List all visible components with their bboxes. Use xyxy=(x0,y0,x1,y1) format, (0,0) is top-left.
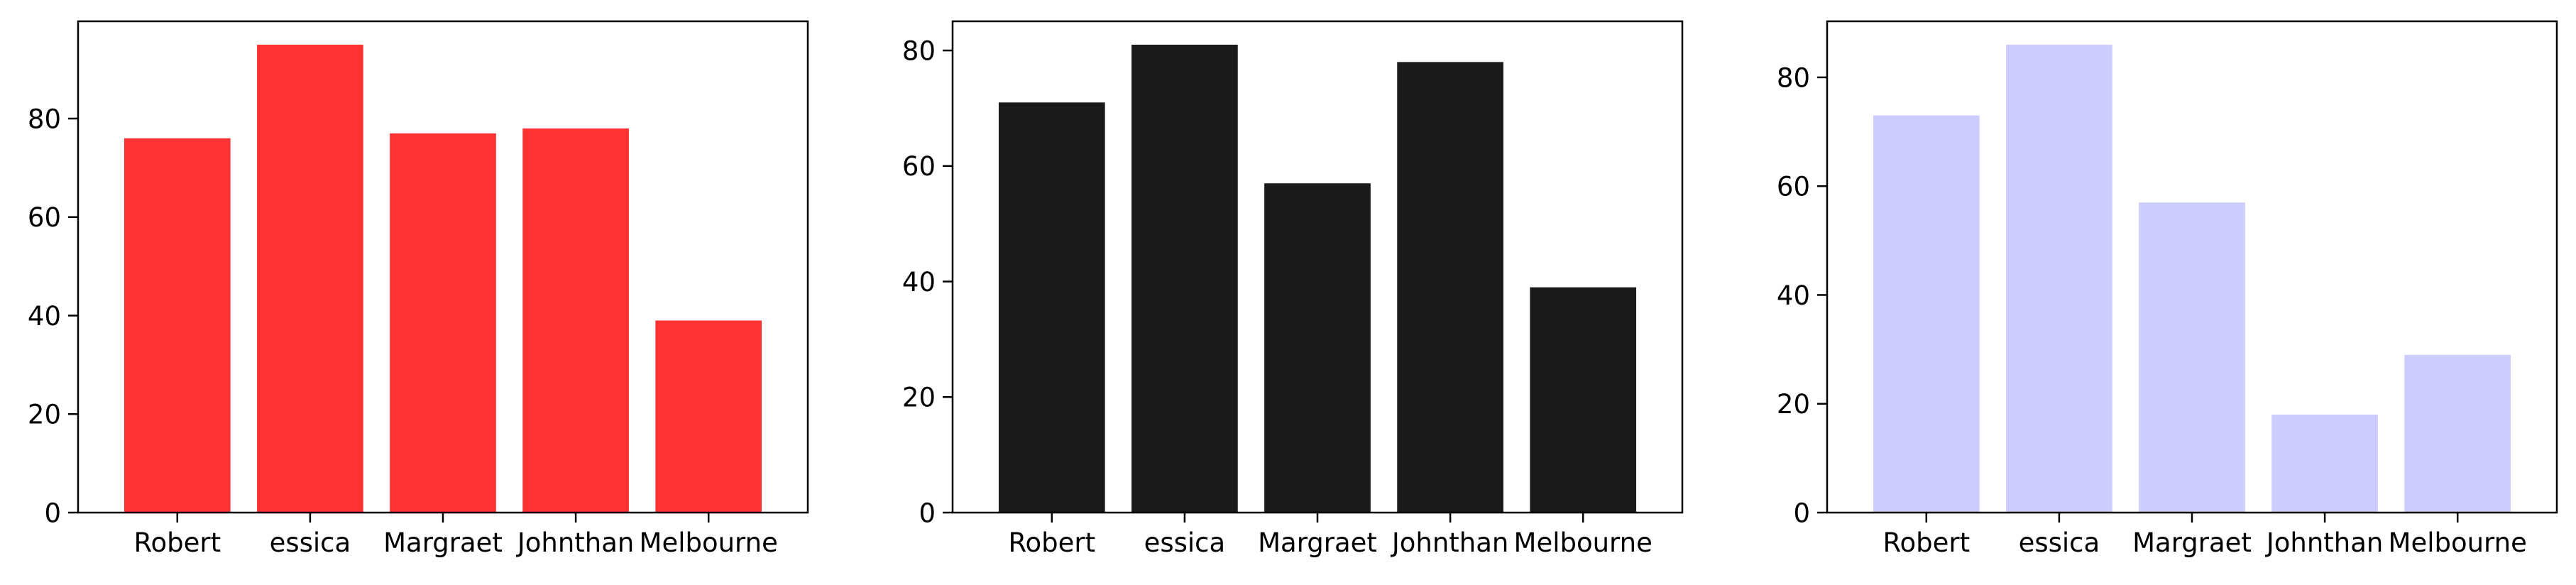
bar-johnthan xyxy=(522,128,629,513)
bar-johnthan xyxy=(1397,62,1503,513)
bar-robert xyxy=(998,102,1105,513)
x-tick-label: Johnthan xyxy=(1391,527,1509,558)
y-tick-label: 20 xyxy=(1777,389,1810,420)
x-tick-label: Robert xyxy=(1882,527,1970,558)
x-tick-label: Margraet xyxy=(383,527,503,558)
x-tick-label: Margraet xyxy=(1258,527,1377,558)
x-tick-label: Margraet xyxy=(2132,527,2252,558)
x-tick-label: Robert xyxy=(1008,527,1095,558)
x-tick-label: Melbourne xyxy=(640,527,778,558)
y-tick-label: 40 xyxy=(902,267,936,297)
y-tick-label: 20 xyxy=(28,400,61,430)
bar-melbourne xyxy=(655,320,762,513)
bar-johnthan xyxy=(2271,415,2378,513)
bar-chart-2: 0 20 40 60 80 Robert essica Margraet Johnthan Mel… xyxy=(902,20,1684,558)
y-tick-label: 40 xyxy=(28,301,61,332)
bar-chart-1: 0 20 40 60 80 Robert essica Margraet Johnthan Mel… xyxy=(28,20,809,558)
bar-margraet xyxy=(2139,202,2245,513)
bar-margraet xyxy=(1264,183,1371,513)
x-tick-label: Johnthan xyxy=(516,527,635,558)
x-tick-label: essica xyxy=(2019,527,2100,558)
x-tick-label: Melbourne xyxy=(1514,527,1653,558)
y-tick-label: 80 xyxy=(1777,62,1810,93)
y-tick-label: 0 xyxy=(919,498,936,528)
bar-margraet xyxy=(390,133,496,513)
y-tick-label: 80 xyxy=(28,104,61,134)
y-tick-label: 60 xyxy=(1777,172,1810,202)
bar-robert xyxy=(124,138,231,513)
x-tick-label: essica xyxy=(1144,527,1226,558)
y-tick-label: 80 xyxy=(902,35,936,66)
bar-essica xyxy=(1131,44,1238,513)
bar-melbourne xyxy=(1530,287,1637,513)
y-tick-label: 60 xyxy=(902,151,936,182)
bar-robert xyxy=(1873,115,1980,513)
y-tick-label: 20 xyxy=(902,383,936,413)
x-tick-label: Melbourne xyxy=(2389,527,2527,558)
x-tick-label: essica xyxy=(270,527,351,558)
bar-essica xyxy=(2006,44,2112,513)
y-tick-label: 40 xyxy=(1777,280,1810,311)
bar-essica xyxy=(257,44,363,513)
x-tick-label: Johnthan xyxy=(2265,527,2384,558)
y-tick-label: 0 xyxy=(44,498,61,528)
bar-chart-3: 0 20 40 60 80 Robert essica Margraet Johnthan Mel… xyxy=(1777,20,2558,558)
x-tick-label: Robert xyxy=(133,527,221,558)
y-tick-label: 0 xyxy=(1793,498,1810,528)
bar-melbourne xyxy=(2404,354,2511,513)
y-tick-label: 60 xyxy=(28,202,61,233)
